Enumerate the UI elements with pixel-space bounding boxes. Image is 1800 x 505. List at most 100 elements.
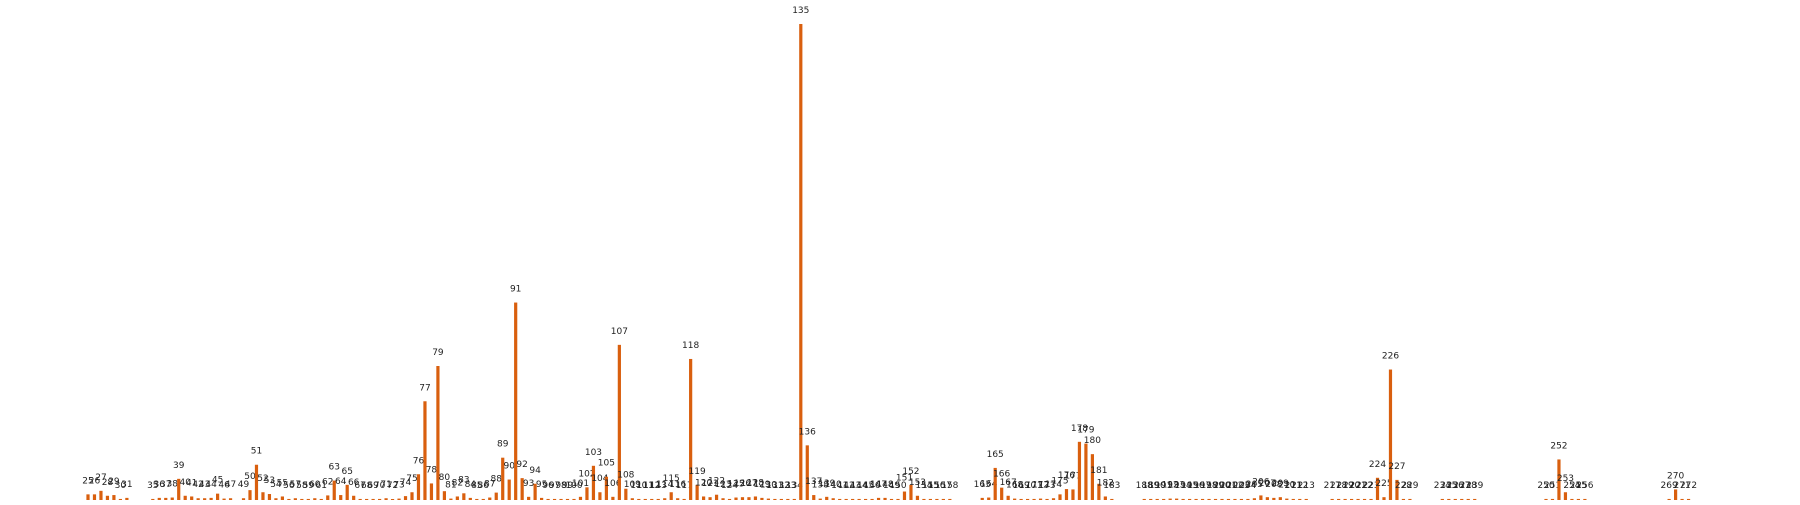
bar-200 [1220,498,1224,500]
bar-label-72: 72 [387,481,398,491]
bar-label-172: 172 [1032,481,1049,491]
bar-125 [734,497,738,500]
bar-label-222: 222 [1356,481,1373,491]
bar-47 [228,498,233,500]
bar-174 [1051,498,1056,500]
bar-label-171: 171 [1025,481,1042,491]
bar-label-95: 95 [536,480,547,490]
bar-label-220: 220 [1343,481,1360,491]
bar-223 [1369,498,1373,500]
bar-label-150: 150 [889,481,906,491]
bar-92 [520,478,524,500]
bar-163 [980,497,984,500]
bar-58 [300,498,304,500]
bar-label-73: 73 [393,481,404,491]
bar-254 [1570,498,1574,500]
bar-label-177: 177 [1064,471,1081,481]
bar-94 [533,483,537,500]
bar-39 [177,478,181,500]
bar-label-57: 57 [290,480,301,490]
bar-label-197: 197 [1194,481,1211,491]
bar-label-228: 228 [1395,481,1412,491]
bar-202 [1233,498,1237,500]
bar-107 [617,344,621,500]
bar-141 [838,498,842,500]
bar-label-113: 113 [650,481,667,491]
bar-label-209: 209 [1272,479,1289,489]
bar-label-68: 68 [361,481,373,491]
bar-172 [1038,498,1043,500]
bar-label-63: 63 [329,463,340,473]
bar-label-164: 164 [980,480,997,490]
bar-98 [559,498,563,500]
bar-239 [1473,498,1477,500]
bar-93 [527,496,531,500]
bar-label-115: 115 [663,474,680,484]
bar-label-62: 62 [322,477,333,487]
bar-115 [669,492,673,500]
bar-237 [1460,498,1464,500]
bar-label-153: 153 [909,478,926,488]
bar-label-163: 163 [974,480,991,490]
bar-126 [740,497,745,500]
bar-label-173: 173 [1038,481,1055,491]
bar-188 [1142,498,1146,500]
bar-label-178: 178 [1071,424,1088,434]
bar-label-125: 125 [727,480,744,490]
bar-label-181: 181 [1090,466,1107,476]
bar-59 [306,498,310,500]
bar-175 [1058,494,1062,500]
bar-53 [267,494,272,500]
bar-88 [494,492,498,500]
bar-label-237: 237 [1453,481,1470,491]
bar-label-229: 229 [1401,481,1418,491]
bar-207 [1265,497,1269,500]
bar-45 [216,493,220,500]
bar-label-271: 271 [1673,481,1690,491]
bar-228 [1401,498,1406,500]
bar-label-213: 213 [1298,481,1315,491]
bar-label-139: 139 [818,479,835,489]
bar-label-80: 80 [439,473,451,483]
bar-label-137: 137 [805,477,822,487]
bar-76 [416,474,421,500]
bar-86 [481,498,485,500]
bar-label-102: 102 [578,469,595,479]
bar-label-45: 45 [212,476,223,486]
bar-155 [928,498,932,500]
bar-label-132: 132 [773,481,790,491]
bar-label-234: 234 [1434,481,1451,491]
bar-118 [689,358,693,500]
bar-label-223: 223 [1362,481,1379,491]
bar-label-69: 69 [367,481,379,491]
bar-label-116: 116 [669,480,686,490]
bar-label-66: 66 [348,478,360,488]
bar-label-129: 129 [753,480,770,490]
bar-label-109: 109 [624,480,641,490]
bar-25 [86,494,90,500]
bar-146 [870,498,874,500]
bar-label-120: 120 [695,478,712,488]
bar-label-41: 41 [186,478,197,488]
bar-label-189: 189 [1142,481,1159,491]
bar-52 [261,492,265,500]
bar-label-226: 226 [1382,352,1399,362]
bar-79 [436,366,440,500]
bar-label-131: 131 [766,481,783,491]
bar-label-206: 206 [1252,477,1269,487]
bar-label-123: 123 [714,480,731,490]
bar-145 [864,498,868,500]
bar-219 [1343,498,1347,500]
bar-label-136: 136 [799,427,816,437]
bar-37 [164,497,168,500]
bar-label-133: 133 [779,481,796,491]
bar-label-141: 141 [831,481,848,491]
bar-label-239: 239 [1466,481,1483,491]
bar-label-83: 83 [458,475,469,485]
bar-272 [1686,498,1691,500]
bar-129 [760,497,764,500]
bar-70 [378,498,382,500]
bar-label-71: 71 [380,480,391,490]
bar-251 [1550,498,1555,500]
bar-label-250: 250 [1537,481,1554,491]
